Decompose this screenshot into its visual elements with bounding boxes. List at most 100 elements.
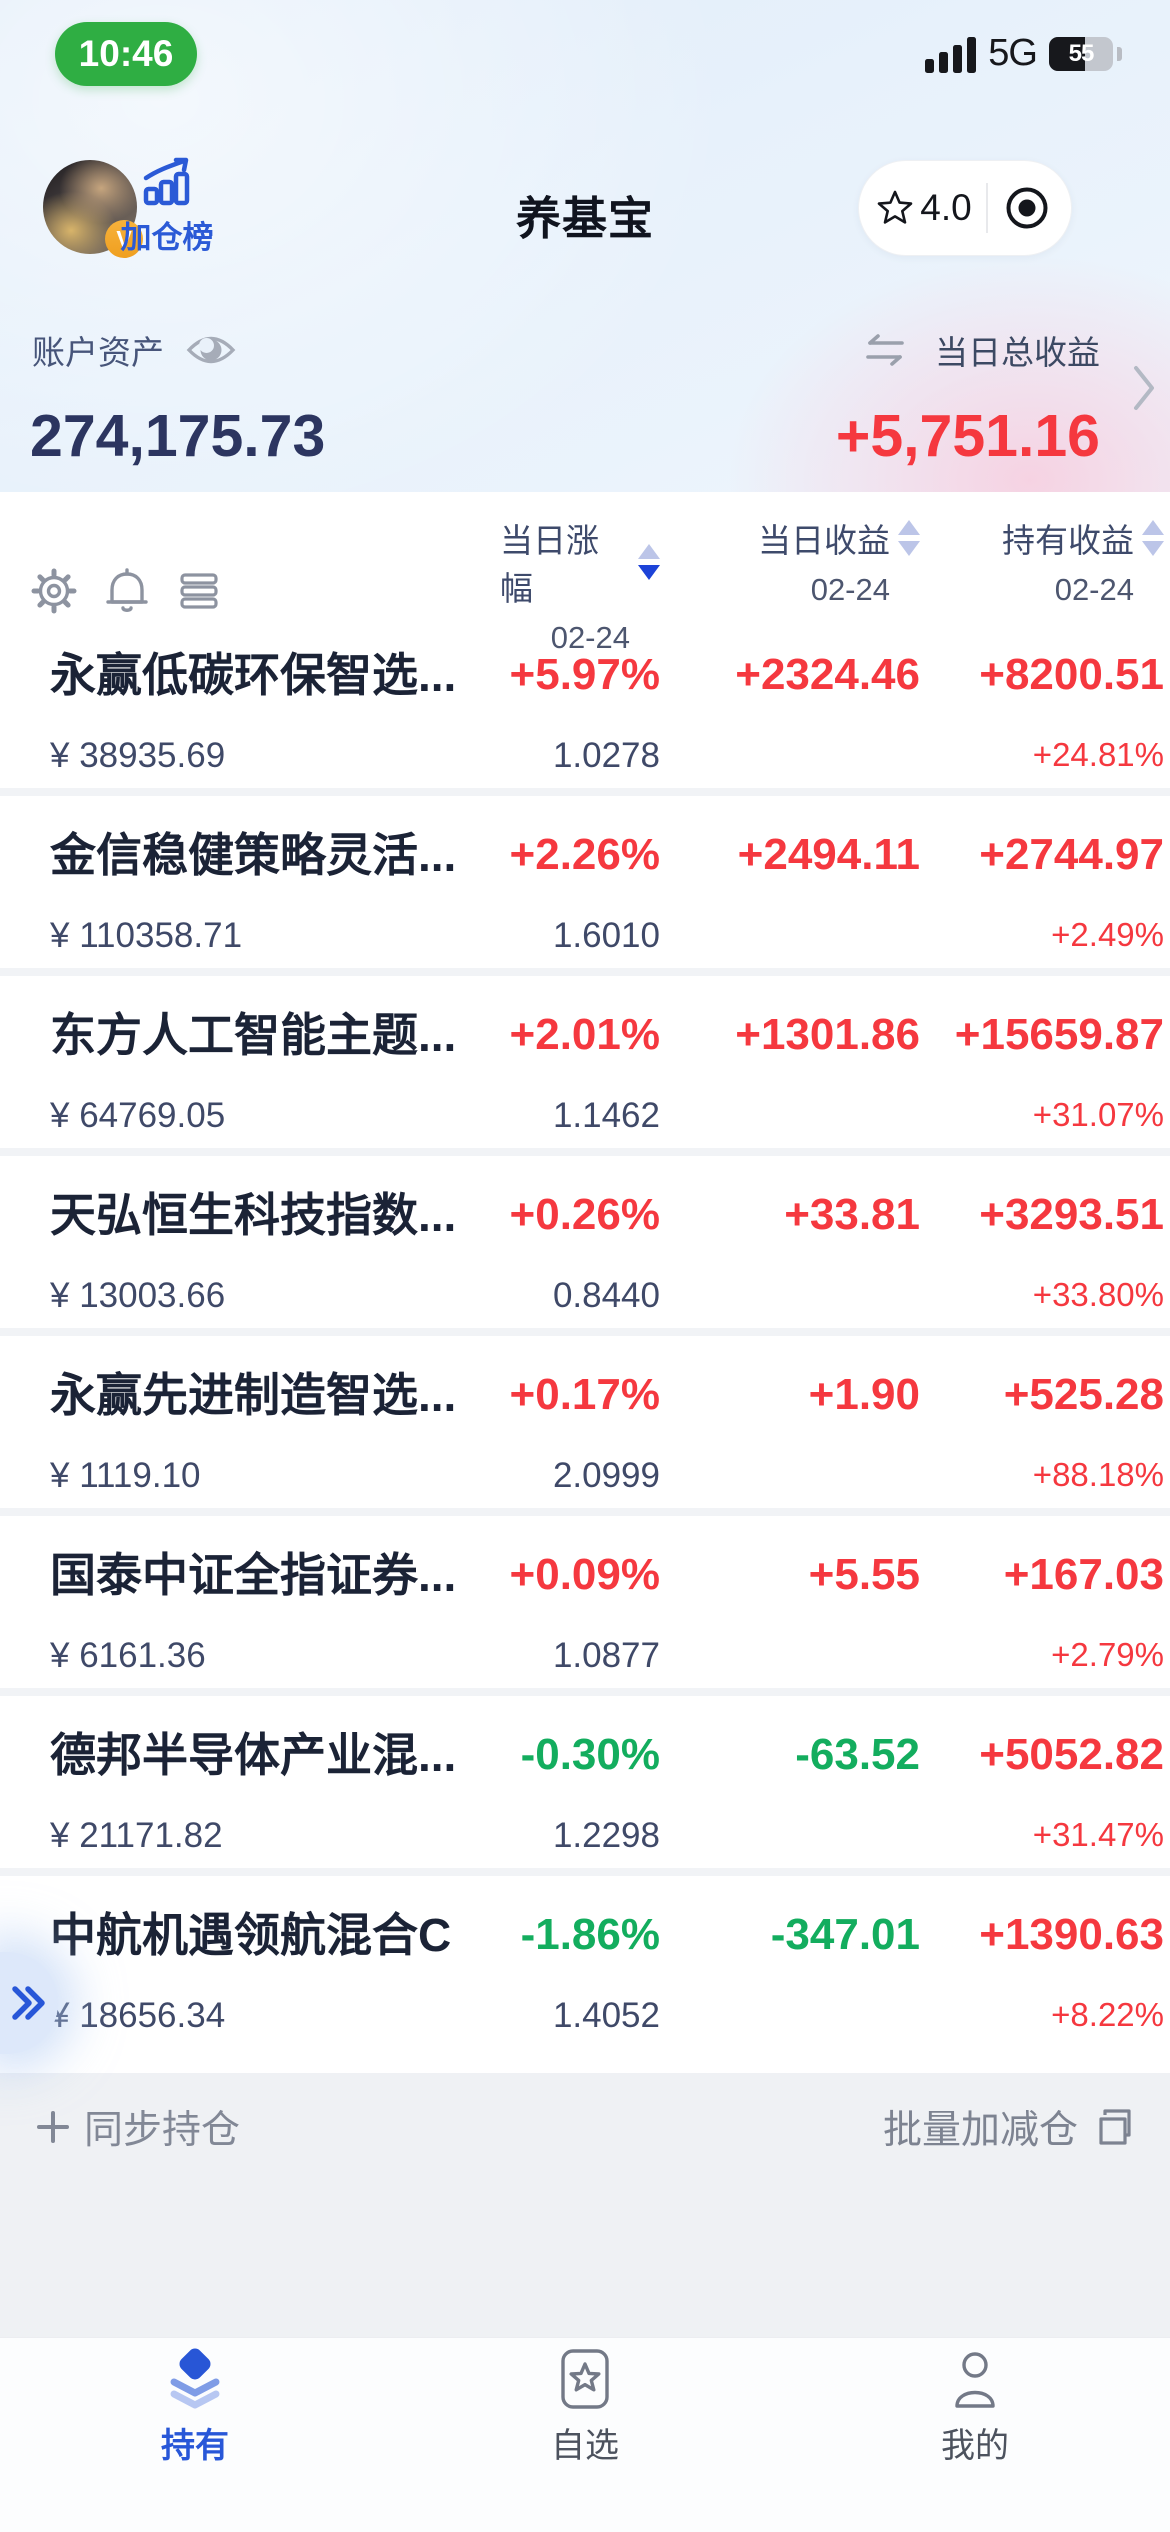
star-square-icon xyxy=(553,2348,617,2410)
leaderboard-label: 加仓榜 xyxy=(120,220,214,255)
batch-adjust-button[interactable]: 批量加减仓 xyxy=(883,2099,1134,2155)
fund-row[interactable]: 永赢先进制造智选... ¥ 1119.10 +0.17% 2.0999 +1.9… xyxy=(0,1336,1170,1516)
daily-gain-value: +33.81 xyxy=(784,1190,920,1239)
fund-list: 永赢低碳环保智选... ¥ 38935.69 +5.97% 1.0278 +23… xyxy=(0,616,1170,2056)
daily-change-pct: +0.09% xyxy=(509,1550,660,1599)
hold-gain-pct: +31.47% xyxy=(1032,1816,1164,1853)
hold-gain-value: +5052.82 xyxy=(979,1730,1164,1779)
hide-assets-toggle[interactable] xyxy=(186,331,236,369)
daily-gain-value: +1301.86 xyxy=(735,1010,920,1059)
fund-name-cell: 永赢先进制造智选... ¥ 1119.10 xyxy=(50,1368,500,1508)
hold-gain-pct: +2.79% xyxy=(1051,1636,1164,1673)
status-time-pill[interactable]: 10:46 xyxy=(55,22,197,86)
tab-bar: 持有 自选 我的 xyxy=(0,2337,1170,2532)
tab-watchlist-label: 自选 xyxy=(551,2427,619,2465)
tab-holdings-label: 持有 xyxy=(161,2427,229,2465)
fund-name-cell: 金信稳健策略灵活... ¥ 110358.71 xyxy=(50,828,500,968)
person-icon xyxy=(943,2348,1007,2410)
hold-gain-value: +15659.87 xyxy=(954,1010,1164,1059)
leaderboard-button[interactable]: 加仓榜 xyxy=(112,156,222,257)
column-date: 02-24 xyxy=(810,572,890,607)
page-title: 养基宝 xyxy=(515,193,654,244)
fund-name-cell: 德邦半导体产业混... ¥ 21171.82 xyxy=(50,1728,500,1868)
fund-name: 永赢低碳环保智选... xyxy=(50,649,457,701)
daily-gain-value: +2494.11 xyxy=(737,830,920,879)
daily-gain-cell: -63.52 xyxy=(660,1728,920,1868)
capsule-divider xyxy=(985,183,988,233)
fund-name: 国泰中证全指证券... xyxy=(50,1549,457,1601)
fund-holding-amount: ¥ 110358.71 xyxy=(50,916,243,955)
column-date: 02-24 xyxy=(550,620,630,655)
fund-name-cell: 东方人工智能主题... ¥ 64769.05 xyxy=(50,1008,500,1148)
hold-gain-pct: +88.18% xyxy=(1032,1456,1164,1493)
column-header-daily-gain[interactable]: 当日收益 02-24 xyxy=(660,514,920,656)
fund-row[interactable]: 中航机遇领航混合C ¥ 18656.34 -1.86% 1.4052 -347.… xyxy=(0,1876,1170,2056)
hold-gain-value: +2744.97 xyxy=(979,830,1164,879)
hold-gain-pct: +33.80% xyxy=(1032,1276,1164,1313)
fund-nav: 1.0877 xyxy=(552,1636,660,1675)
settings-gear-icon[interactable] xyxy=(30,567,78,615)
account-assets-value: 274,175.73 xyxy=(30,403,326,469)
daily-change-cell: +2.01% 1.1462 xyxy=(500,1008,660,1148)
daily-gain-cell: +2324.46 xyxy=(660,648,920,788)
fund-row[interactable]: 天弘恒生科技指数... ¥ 13003.66 +0.26% 0.8440 +33… xyxy=(0,1156,1170,1336)
daily-gain-value: -347.01 xyxy=(770,1910,920,1959)
daily-gain-cell: -347.01 xyxy=(660,1908,920,2056)
network-label: 5G xyxy=(988,32,1038,74)
daily-gain-value: +5.55 xyxy=(808,1550,920,1599)
daily-change-cell: +0.26% 0.8440 xyxy=(500,1188,660,1328)
earnings-detail-chevron-icon[interactable] xyxy=(1130,362,1158,414)
account-assets-label: 账户资产 xyxy=(32,334,164,371)
avatar[interactable]: V xyxy=(43,160,143,258)
fund-name: 永赢先进制造智选... xyxy=(50,1369,457,1421)
record-button[interactable] xyxy=(988,185,1060,231)
tab-watchlist[interactable]: 自选 xyxy=(390,2338,780,2532)
daily-gain-cell: +33.81 xyxy=(660,1188,920,1328)
list-view-icon[interactable] xyxy=(176,568,222,614)
hold-gain-cell: +5052.82 +31.47% xyxy=(920,1728,1164,1868)
daily-change-pct: +5.97% xyxy=(509,650,660,699)
battery-nub xyxy=(1117,46,1122,61)
rating-button[interactable]: 4.0 xyxy=(870,187,985,229)
fund-name-cell: 天弘恒生科技指数... ¥ 13003.66 xyxy=(50,1188,500,1328)
daily-change-cell: +2.26% 1.6010 xyxy=(500,828,660,968)
fund-holding-amount: ¥ 1119.10 xyxy=(50,1456,201,1495)
fund-name: 中航机遇领航混合C xyxy=(50,1909,452,1961)
tab-profile[interactable]: 我的 xyxy=(780,2338,1170,2532)
daily-gain-cell: +2494.11 xyxy=(660,828,920,968)
hold-gain-cell: +525.28 +88.18% xyxy=(920,1368,1164,1508)
fund-name-cell: 中航机遇领航混合C ¥ 18656.34 xyxy=(50,1908,500,2056)
hold-gain-pct: +31.07% xyxy=(1032,1096,1164,1133)
battery-percent: 55 xyxy=(1068,39,1095,67)
fund-row[interactable]: 永赢低碳环保智选... ¥ 38935.69 +5.97% 1.0278 +23… xyxy=(0,616,1170,796)
daily-gain-cell: +5.55 xyxy=(660,1548,920,1688)
fund-name-cell: 国泰中证全指证券... ¥ 6161.36 xyxy=(50,1548,500,1688)
swap-arrows-icon[interactable] xyxy=(865,333,905,367)
app-header: V 加仓榜 养基宝 4. xyxy=(0,156,1170,262)
status-time: 10:46 xyxy=(78,33,174,74)
fund-holding-amount: ¥ 64769.05 xyxy=(50,1096,226,1135)
hold-gain-cell: +8200.51 +24.81% xyxy=(920,648,1164,788)
fund-row[interactable]: 国泰中证全指证券... ¥ 6161.36 +0.09% 1.0877 +5.5… xyxy=(0,1516,1170,1696)
fund-row[interactable]: 德邦半导体产业混... ¥ 21171.82 -0.30% 1.2298 -63… xyxy=(0,1696,1170,1876)
daily-gain-cell: +1.90 xyxy=(660,1368,920,1508)
double-chevron-right-icon xyxy=(9,1981,49,2025)
fund-holding-amount: ¥ 21171.82 xyxy=(50,1816,223,1855)
fund-nav: 1.4052 xyxy=(552,1996,660,2035)
sync-holdings-button[interactable]: 同步持仓 xyxy=(36,2099,240,2155)
daily-total-label: 当日总收益 xyxy=(935,334,1100,371)
hold-gain-value: +525.28 xyxy=(1003,1370,1164,1419)
column-header-daily-change[interactable]: 当日涨幅 02-24 xyxy=(500,514,660,656)
status-bar: 10:46 5G 55 xyxy=(0,18,1170,88)
daily-gain-value: +1.90 xyxy=(808,1370,920,1419)
column-header-hold-gain[interactable]: 持有收益 02-24 xyxy=(920,514,1164,656)
tab-holdings[interactable]: 持有 xyxy=(0,2338,390,2532)
daily-change-cell: +0.17% 2.0999 xyxy=(500,1368,660,1508)
status-right-cluster: 5G 55 xyxy=(925,32,1122,75)
fund-row[interactable]: 东方人工智能主题... ¥ 64769.05 +2.01% 1.1462 +13… xyxy=(0,976,1170,1156)
alerts-bell-icon[interactable] xyxy=(104,566,150,616)
fund-row[interactable]: 金信稳健策略灵活... ¥ 110358.71 +2.26% 1.6010 +2… xyxy=(0,796,1170,976)
daily-gain-value: -63.52 xyxy=(795,1730,920,1779)
fund-holding-amount: ¥ 38935.69 xyxy=(50,736,226,775)
battery-icon: 55 xyxy=(1049,36,1113,71)
